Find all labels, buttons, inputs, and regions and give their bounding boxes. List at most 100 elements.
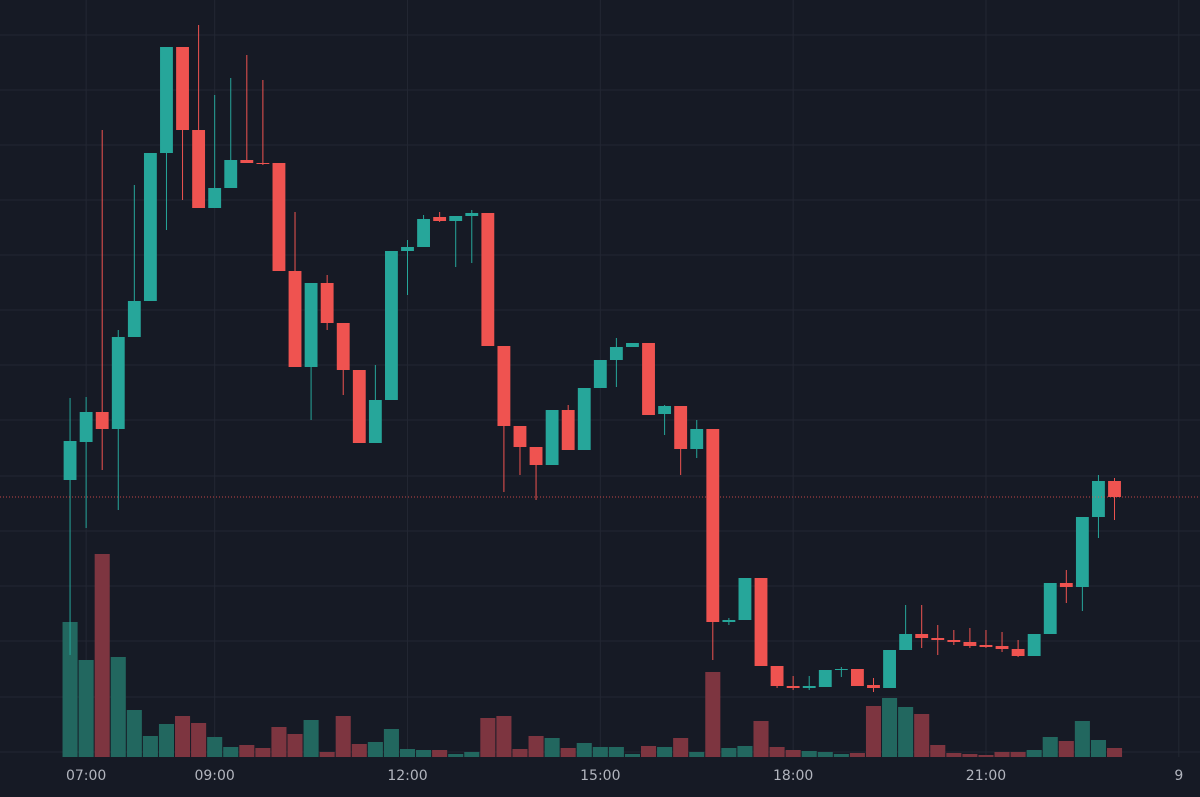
volume-bar xyxy=(865,706,882,757)
candle-body xyxy=(1075,517,1089,587)
volume-bar xyxy=(464,752,480,757)
volume-bar xyxy=(399,749,416,757)
volume-bar xyxy=(62,622,78,757)
volume-bar xyxy=(303,720,319,757)
volume-bar xyxy=(817,752,833,757)
candle-body xyxy=(690,429,704,449)
candle-body xyxy=(770,666,784,686)
x-tick-label: 09:00 xyxy=(194,768,234,784)
candle-body xyxy=(883,650,896,688)
candle-body xyxy=(979,645,993,647)
volume-bar xyxy=(1074,721,1090,757)
volume-bar xyxy=(705,672,721,757)
candle-body xyxy=(127,301,141,337)
candle-body xyxy=(1092,481,1105,517)
volume-bar xyxy=(640,746,657,757)
volume-bar xyxy=(158,724,175,757)
volume-bar xyxy=(753,721,769,757)
candle-body xyxy=(818,670,832,687)
volume-bar xyxy=(367,742,383,757)
volume-bar xyxy=(544,738,560,757)
volume-bar xyxy=(689,752,705,757)
volume-bar xyxy=(657,747,673,757)
volume-bar xyxy=(914,714,930,757)
volume-bar xyxy=(849,753,865,757)
candle-body xyxy=(1059,583,1073,587)
candle-body xyxy=(593,360,607,388)
volume-bar xyxy=(271,727,287,757)
candle-body xyxy=(481,213,495,346)
volume-bar xyxy=(1042,737,1058,757)
x-tick-label: 18:00 xyxy=(773,768,813,784)
candle-body xyxy=(433,217,447,221)
volume-bar xyxy=(351,744,367,757)
candle-body xyxy=(529,447,543,465)
candle-body xyxy=(208,188,222,208)
candle-body xyxy=(401,247,414,251)
candle-body xyxy=(417,219,430,247)
volume-bar xyxy=(785,750,801,757)
volume-bar xyxy=(94,554,110,757)
candle-body xyxy=(642,343,655,415)
candle-body xyxy=(160,47,173,153)
volume-bar xyxy=(416,750,432,757)
volume-bar xyxy=(882,698,898,757)
candle-body xyxy=(288,271,302,367)
candle-body xyxy=(802,686,816,688)
candle-body xyxy=(256,163,270,164)
volume-bar xyxy=(335,716,351,757)
x-tick-label: 9 xyxy=(1174,768,1183,784)
volume-bar xyxy=(319,752,335,757)
candle-body xyxy=(722,620,736,622)
volume-bar xyxy=(737,746,753,757)
volume-bar xyxy=(898,707,914,757)
candle-body xyxy=(674,406,688,449)
candle-body xyxy=(192,130,206,208)
volume-bar xyxy=(110,657,126,757)
candle-body xyxy=(995,646,1009,649)
candle-body xyxy=(224,160,238,188)
volume-bar xyxy=(207,737,223,757)
candle-body xyxy=(899,634,913,650)
candle-body xyxy=(915,634,929,638)
candle-body xyxy=(385,251,398,400)
volume-bar xyxy=(528,736,544,757)
candle-body xyxy=(449,216,463,221)
candle-body xyxy=(1027,634,1041,656)
volume-bar xyxy=(239,745,255,757)
volume-bar xyxy=(673,738,689,757)
volume-bar xyxy=(930,745,946,757)
candle-body xyxy=(658,406,672,414)
volume-bar xyxy=(962,754,978,757)
volume-bar xyxy=(560,748,576,757)
volume-bar xyxy=(608,747,624,757)
candle-body xyxy=(63,441,77,480)
candle-body xyxy=(352,370,366,443)
volume-bar xyxy=(624,754,640,757)
candle-body xyxy=(706,429,720,622)
candle-body xyxy=(176,47,189,130)
candle-body xyxy=(240,160,254,163)
candle-body xyxy=(834,669,848,670)
volume-bar xyxy=(1010,752,1026,757)
candle-body xyxy=(561,410,575,450)
candle-body xyxy=(304,283,318,367)
volume-bar xyxy=(191,723,207,757)
volume-bar xyxy=(78,660,94,757)
x-tick-label: 07:00 xyxy=(66,768,106,784)
volume-bar xyxy=(480,718,496,757)
volume-bar xyxy=(978,755,994,757)
volume-bar xyxy=(576,743,592,757)
candle-body xyxy=(577,388,591,450)
candle-body xyxy=(963,642,977,646)
candle-body xyxy=(368,400,382,443)
volume-bar xyxy=(833,754,849,757)
candle-body xyxy=(867,685,880,688)
volume-bar xyxy=(448,754,464,757)
candle-body xyxy=(79,412,93,442)
candle-body xyxy=(947,640,961,642)
candle-body xyxy=(143,153,157,301)
x-tick-label: 21:00 xyxy=(966,768,1006,784)
candle-body xyxy=(738,578,752,620)
volume-bar xyxy=(287,734,303,757)
